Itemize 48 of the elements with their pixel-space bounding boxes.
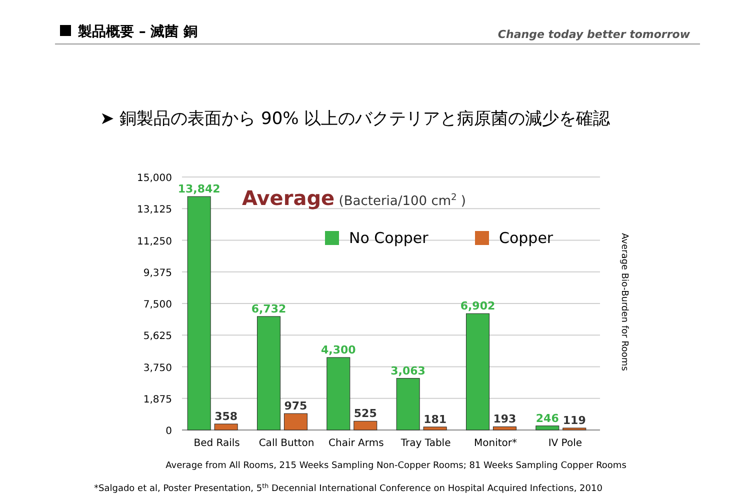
x-tick-label: Bed Rails (194, 438, 240, 449)
bar (187, 196, 211, 430)
bar (562, 428, 586, 430)
x-tick-label: Chair Arms (328, 438, 384, 449)
bar (284, 413, 308, 430)
data-label: 6,732 (251, 302, 286, 316)
bar (354, 420, 378, 430)
annotation: Average (Bacteria/100 cm$^{2}$ ) (242, 186, 466, 210)
y-tick-label: 5,625 (143, 331, 172, 342)
bar (536, 426, 560, 430)
text: *Salgado et al, Poster Presentation, 5$^{th}$ Decennial International Conference on Hospital Acquired Infections, 2010 (94, 482, 603, 494)
x-axis-title: Average from All Rooms, 215 Weeks Sampling Non-Copper Rooms; 81 Weeks Sampling Copper Rooms (166, 461, 627, 471)
text: Change today better tomorrow (498, 28, 691, 41)
bar (214, 424, 238, 430)
data-label: 525 (354, 407, 377, 420)
chart-subtitle: ➤ 銅製品の表面から 90% 以上のバクテリアと病原菌の減少を確認 (100, 109, 610, 129)
data-label: 119 (562, 414, 586, 427)
x-tick-label: Monitor* (474, 438, 518, 449)
data-label: 193 (493, 412, 516, 426)
y-tick-label: 1,875 (143, 394, 172, 406)
x-tick-label: Call Button (258, 438, 314, 449)
data-label: 181 (424, 412, 447, 426)
data-label: 6,902 (460, 300, 496, 313)
chart-title: 製品概要 – 滅菌 銅 (77, 24, 198, 40)
bar (466, 313, 490, 430)
x-tick-label: Tray Table (400, 438, 451, 449)
x-tick-label: IV Pole (548, 438, 582, 449)
data-label: 13,842 (178, 182, 220, 196)
y-tick-label: 13,125 (137, 204, 172, 216)
legend-label: No Copper (349, 229, 430, 247)
bar (396, 378, 420, 430)
y-tick-label: 11,250 (137, 236, 172, 248)
bar (423, 426, 447, 430)
data-label: 3,063 (390, 364, 426, 378)
data-label: 246 (536, 412, 560, 425)
y-tick-label: 3,750 (143, 362, 172, 374)
data-label: 4,300 (321, 343, 356, 356)
y-axis-title: Average Bio-Burden for Rooms (619, 233, 629, 372)
bar (256, 316, 280, 430)
bar (326, 357, 350, 430)
data-label: 975 (284, 400, 308, 413)
bar (492, 426, 516, 430)
y-tick-label: 0 (166, 426, 172, 437)
y-tick-label: 9,375 (143, 268, 172, 279)
y-tick-label: 15,000 (137, 173, 172, 184)
data-label: 358 (214, 410, 238, 423)
legend-label: Copper (499, 229, 554, 247)
y-tick-label: 7,500 (143, 300, 172, 310)
